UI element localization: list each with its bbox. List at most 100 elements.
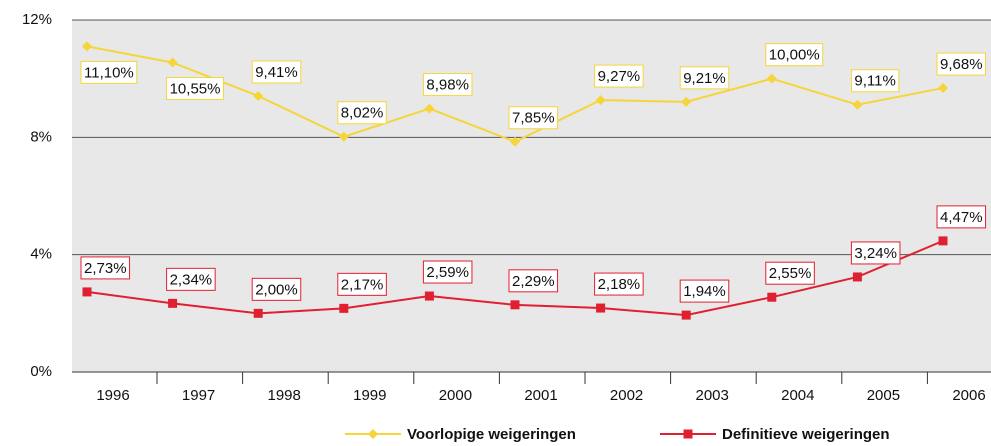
data-label-text: 2,17% bbox=[341, 276, 384, 293]
label-box bbox=[936, 52, 987, 76]
data-label: 3,24% bbox=[850, 241, 901, 265]
label-box bbox=[765, 261, 815, 285]
point bbox=[938, 236, 948, 246]
x-tick-label: 1999 bbox=[353, 387, 386, 404]
label-box bbox=[936, 205, 987, 229]
data-label: 9,27% bbox=[594, 64, 644, 88]
data-label-text: 10,55% bbox=[170, 81, 221, 98]
x-tick-label: 2000 bbox=[439, 387, 472, 404]
label-box bbox=[80, 60, 138, 84]
point bbox=[338, 131, 349, 142]
point bbox=[596, 303, 606, 313]
data-label: 10,55% bbox=[166, 77, 224, 101]
x-tick-label: 2004 bbox=[781, 387, 814, 404]
point bbox=[167, 57, 178, 68]
point bbox=[766, 73, 777, 84]
data-label: 1,94% bbox=[679, 279, 730, 303]
data-label-text: 2,34% bbox=[170, 271, 213, 288]
data-label: 4,47% bbox=[936, 205, 987, 229]
plot-area bbox=[72, 20, 991, 372]
data-label: 2,59% bbox=[422, 260, 473, 284]
data-label: 2,55% bbox=[765, 261, 815, 285]
data-label: 11,10% bbox=[80, 60, 138, 84]
x-tick-label: 2001 bbox=[524, 387, 557, 404]
data-label-text: 2,18% bbox=[598, 276, 641, 293]
point bbox=[938, 83, 948, 94]
point bbox=[852, 272, 862, 282]
x-tick-label: 2002 bbox=[610, 387, 643, 404]
data-label-text: 11,10% bbox=[84, 64, 134, 81]
data-label-text: 4,47% bbox=[940, 209, 983, 226]
data-label-text: 8,98% bbox=[426, 77, 469, 94]
label-box bbox=[422, 260, 473, 284]
y-tick-label: 8% bbox=[30, 128, 52, 145]
data-label: 9,41% bbox=[251, 60, 302, 84]
point bbox=[339, 303, 349, 313]
x-tick-label: 2003 bbox=[696, 387, 729, 404]
label-box bbox=[251, 277, 302, 301]
data-label: 2,29% bbox=[508, 269, 559, 293]
data-label: 2,00% bbox=[251, 277, 302, 301]
data-label: 8,02% bbox=[337, 101, 387, 125]
point bbox=[510, 300, 520, 310]
data-label-text: 7,85% bbox=[512, 110, 555, 127]
point bbox=[767, 292, 777, 302]
y-tick-label: 12% bbox=[22, 11, 52, 28]
x-tick-label: 2005 bbox=[867, 387, 900, 404]
label-box bbox=[251, 60, 302, 84]
point bbox=[510, 136, 520, 147]
label-box bbox=[508, 269, 559, 293]
point bbox=[683, 429, 693, 439]
data-label-text: 9,27% bbox=[598, 68, 641, 85]
data-label-text: 8,02% bbox=[341, 105, 384, 122]
label-box bbox=[679, 279, 730, 303]
label-box bbox=[80, 256, 131, 280]
data-label-text: 2,00% bbox=[255, 281, 298, 298]
y-tick-label: 0% bbox=[30, 363, 52, 380]
data-label: 2,18% bbox=[594, 272, 644, 296]
point bbox=[253, 308, 263, 318]
label-box bbox=[337, 101, 387, 125]
label-box bbox=[679, 66, 730, 90]
point bbox=[424, 291, 434, 301]
label-box bbox=[422, 73, 473, 97]
legend-label: Definitieve weigeringen bbox=[722, 426, 890, 443]
point bbox=[82, 287, 92, 297]
point bbox=[595, 95, 606, 106]
label-box bbox=[765, 43, 824, 67]
x-tick-label: 1997 bbox=[182, 387, 215, 404]
data-label-text: 9,21% bbox=[683, 70, 726, 87]
x-tick-label: 1996 bbox=[96, 387, 129, 404]
data-label-text: 10,00% bbox=[769, 47, 820, 64]
point bbox=[424, 103, 435, 114]
x-tick-label: 2006 bbox=[952, 387, 985, 404]
legend-label: Voorlopige weigeringen bbox=[407, 426, 576, 443]
label-box bbox=[594, 272, 644, 296]
data-label-text: 9,68% bbox=[940, 56, 983, 73]
point bbox=[253, 90, 264, 101]
point bbox=[368, 429, 378, 439]
label-box bbox=[166, 77, 224, 101]
label-box bbox=[166, 267, 216, 291]
point bbox=[681, 310, 691, 320]
data-label-text: 2,29% bbox=[512, 273, 555, 290]
data-label: 2,73% bbox=[80, 256, 131, 280]
point bbox=[852, 99, 863, 110]
label-box bbox=[594, 64, 644, 88]
point bbox=[168, 298, 178, 308]
data-label: 2,17% bbox=[337, 272, 387, 296]
point bbox=[681, 96, 692, 107]
data-label: 9,21% bbox=[679, 66, 730, 90]
label-box bbox=[850, 241, 901, 265]
y-tick-label: 4% bbox=[30, 246, 52, 263]
data-label: 9,68% bbox=[936, 52, 987, 76]
data-label-text: 2,59% bbox=[426, 264, 469, 281]
data-label: 8,98% bbox=[422, 73, 473, 97]
data-label-text: 1,94% bbox=[683, 283, 726, 300]
data-label-text: 9,11% bbox=[854, 73, 895, 90]
data-label-text: 2,73% bbox=[84, 260, 127, 277]
x-tick-label: 1998 bbox=[268, 387, 301, 404]
data-label: 7,85% bbox=[508, 106, 559, 130]
data-label-text: 3,24% bbox=[854, 245, 897, 262]
